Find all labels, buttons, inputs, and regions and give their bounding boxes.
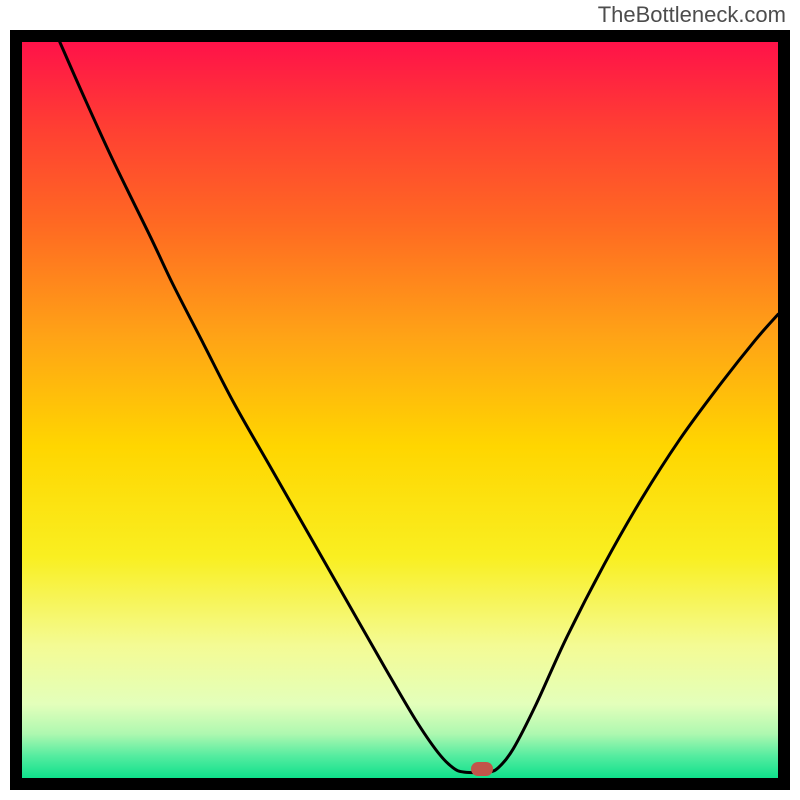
- optimal-marker-pill: [471, 762, 493, 776]
- bottleneck-curve: [60, 42, 778, 773]
- curve-svg: [22, 42, 778, 778]
- chart-container: TheBottleneck.com: [0, 0, 800, 800]
- optimal-marker: [471, 762, 493, 776]
- plot-area: [22, 42, 778, 778]
- watermark-text: TheBottleneck.com: [598, 2, 786, 28]
